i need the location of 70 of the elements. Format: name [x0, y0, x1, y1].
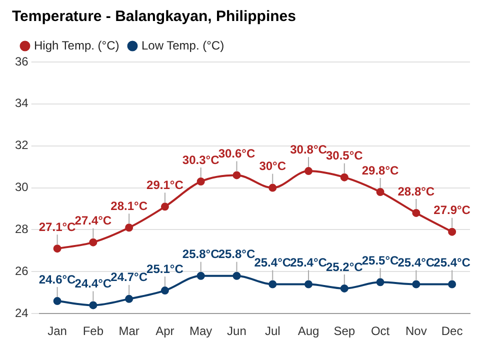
y-tick-label: 26 [14, 264, 29, 278]
y-tick-label: 32 [14, 138, 29, 152]
point [376, 278, 384, 286]
point [232, 272, 241, 280]
y-tick-label: 36 [14, 54, 29, 68]
data-label: 27.9°C [434, 203, 471, 218]
point [160, 202, 169, 211]
data-label: 29.1°C [146, 178, 184, 192]
x-tick-label: Jun [227, 324, 246, 338]
data-label: 25.8°C [182, 247, 220, 262]
data-label: 27.4°C [74, 214, 112, 228]
point [448, 280, 456, 288]
point [125, 224, 134, 232]
point [125, 294, 134, 303]
point [340, 284, 348, 292]
point [232, 171, 241, 180]
point [412, 208, 420, 217]
data-label: 25.4°C [290, 256, 328, 270]
data-label: 30°C [259, 159, 286, 174]
point [53, 244, 62, 253]
point [196, 272, 205, 280]
point [268, 184, 277, 192]
data-label: 29.8°C [362, 163, 400, 178]
data-label: 25.8°C [218, 247, 256, 262]
x-tick-label: Nov [405, 324, 427, 338]
chart-title: Temperature - Balangkayan, Philippines [12, 8, 296, 26]
data-label: 25.4°C [254, 256, 292, 270]
point [196, 178, 205, 186]
x-tick-label: Sep [334, 324, 356, 338]
x-tick-label: Mar [118, 324, 140, 338]
x-tick-label: May [190, 324, 212, 338]
x-tick-label: Jan [48, 324, 67, 338]
data-label: 30.8°C [290, 142, 328, 156]
x-tick-label: Oct [370, 324, 390, 338]
data-label: 25.4°C [434, 256, 471, 270]
x-tick-label: Apr [156, 324, 174, 338]
legend-label: High Temp. (°C) [34, 38, 120, 52]
y-tick-label: 24 [14, 306, 29, 320]
legend-label: Low Temp. (°C) [141, 38, 224, 52]
x-tick-label: Dec [441, 324, 463, 338]
point [89, 238, 98, 246]
data-label: 30.6°C [218, 146, 256, 161]
data-label: 30.3°C [182, 152, 220, 167]
point [268, 280, 277, 288]
point [304, 167, 313, 176]
data-label: 25.5°C [362, 253, 400, 268]
data-label: 24.6°C [38, 272, 76, 286]
data-label: 27.1°C [38, 220, 76, 234]
point [412, 280, 420, 288]
point [376, 188, 384, 196]
data-label: 25.2°C [326, 260, 364, 274]
x-tick-label: Jul [264, 324, 280, 338]
y-tick-label: 34 [14, 96, 29, 110]
data-label: 25.4°C [398, 256, 435, 270]
data-label: 25.1°C [146, 262, 184, 276]
data-label: 24.7°C [110, 270, 148, 284]
data-label: 28.1°C [110, 198, 148, 213]
x-tick-label: Feb [82, 324, 104, 338]
point [160, 286, 169, 295]
y-tick-label: 30 [14, 180, 29, 194]
point [53, 297, 62, 306]
data-label: 28.8°C [398, 184, 435, 198]
data-label: 30.5°C [326, 148, 364, 163]
data-label: 24.4°C [74, 276, 112, 291]
y-tick-label: 28 [14, 222, 29, 236]
point [340, 173, 348, 182]
point [304, 280, 313, 288]
point [448, 228, 456, 236]
point [89, 301, 98, 310]
x-tick-label: Aug [298, 324, 320, 338]
